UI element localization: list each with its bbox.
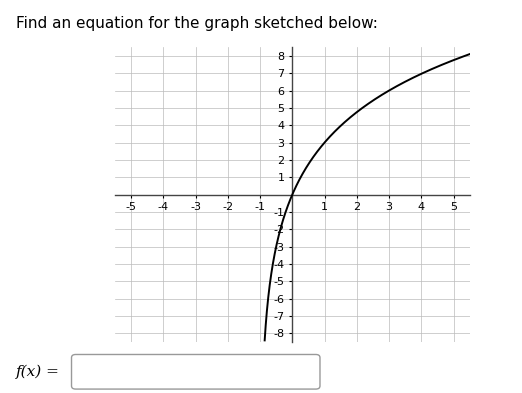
FancyBboxPatch shape [72, 354, 320, 389]
Text: f(x) =: f(x) = [16, 364, 60, 378]
Text: Find an equation for the graph sketched below:: Find an equation for the graph sketched … [16, 16, 377, 31]
